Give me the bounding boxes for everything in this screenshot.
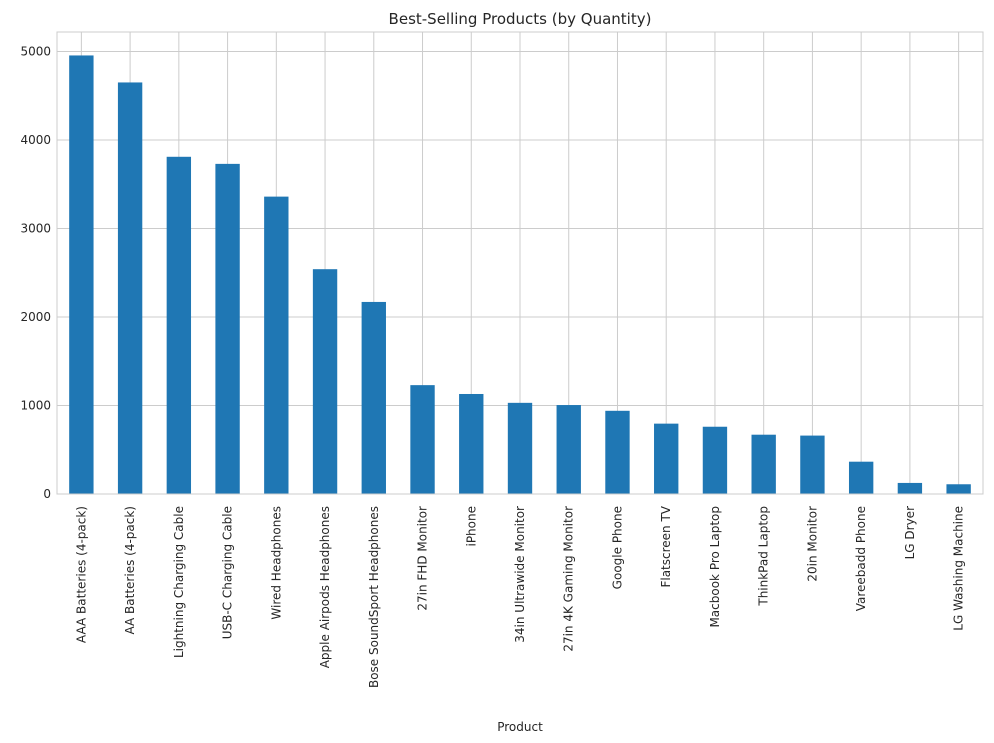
bar — [410, 385, 435, 494]
x-tick-label: 20in Monitor — [805, 506, 819, 582]
x-tick-label: Bose SoundSport Headphones — [367, 506, 381, 688]
y-tick-label: 0 — [43, 487, 51, 501]
plot-frame — [56, 31, 984, 495]
bars — [69, 55, 971, 495]
bar — [312, 269, 338, 494]
bar — [264, 196, 289, 494]
x-tick-label: Wired Headphones — [269, 506, 283, 620]
x-tick-label: Macbook Pro Laptop — [708, 506, 722, 628]
bar — [507, 402, 533, 494]
x-tick-label: Lightning Charging Cable — [172, 506, 186, 658]
bar — [800, 435, 825, 494]
bar — [166, 156, 192, 495]
bar — [897, 482, 923, 494]
x-tick-label: LG Washing Machine — [952, 506, 966, 631]
x-tick-label: 27in 4K Gaming Monitor — [562, 506, 576, 652]
bar — [605, 410, 630, 494]
bar — [556, 405, 581, 494]
y-tick-label: 1000 — [20, 398, 51, 412]
x-tick-label: iPhone — [464, 506, 478, 547]
bar — [946, 484, 971, 494]
y-tick-label: 2000 — [20, 310, 51, 324]
x-tick-label: 34in Ultrawide Monitor — [513, 506, 527, 643]
y-tick-label: 4000 — [20, 133, 51, 147]
x-axis-label: Product — [497, 720, 543, 734]
y-axis: 0 1000 2000 3000 4000 5000 — [20, 44, 51, 501]
x-tick-label: AAA Batteries (4-pack) — [74, 506, 88, 643]
bar — [361, 301, 386, 494]
bar — [459, 393, 484, 494]
x-axis: AAA Batteries (4-pack) AA Batteries (4-pa… — [74, 505, 965, 688]
chart-title: Best-Selling Products (by Quantity) — [389, 10, 652, 28]
y-tick-label: 5000 — [20, 44, 51, 58]
x-tick-label: 27in FHD Monitor — [416, 506, 430, 611]
bar — [654, 423, 679, 494]
bar — [848, 461, 874, 494]
x-tick-label: ThinkPad Laptop — [757, 506, 771, 607]
x-tick-label: USB-C Charging Cable — [221, 506, 235, 639]
bar — [117, 82, 143, 494]
bar — [702, 426, 728, 494]
bar — [69, 55, 94, 495]
x-tick-label: LG Dryer — [903, 506, 917, 559]
y-tick-label: 3000 — [20, 221, 51, 235]
x-tick-label: Flatscreen TV — [659, 505, 673, 587]
x-tick-label: Apple Airpods Headphones — [318, 506, 332, 668]
x-tick-label: Vareebadd Phone — [854, 506, 868, 611]
bar — [215, 163, 240, 494]
x-tick-label: Google Phone — [610, 506, 624, 589]
bar — [751, 434, 776, 494]
x-tick-label: AA Batteries (4-pack) — [123, 506, 137, 635]
